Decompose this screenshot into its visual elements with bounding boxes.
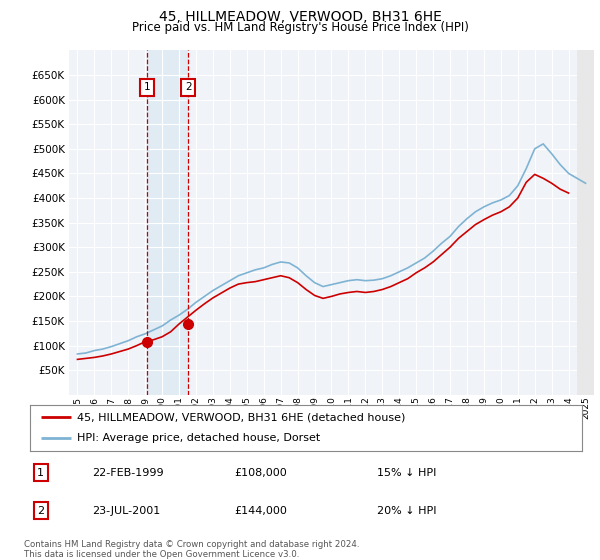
- Text: 20% ↓ HPI: 20% ↓ HPI: [377, 506, 437, 516]
- Text: 45, HILLMEADOW, VERWOOD, BH31 6HE: 45, HILLMEADOW, VERWOOD, BH31 6HE: [158, 10, 442, 24]
- Text: 2: 2: [185, 82, 192, 92]
- Text: 1: 1: [37, 468, 44, 478]
- Text: 15% ↓ HPI: 15% ↓ HPI: [377, 468, 436, 478]
- Text: 22-FEB-1999: 22-FEB-1999: [92, 468, 164, 478]
- Text: £108,000: £108,000: [235, 468, 287, 478]
- Text: 2: 2: [37, 506, 44, 516]
- Text: Contains HM Land Registry data © Crown copyright and database right 2024.
This d: Contains HM Land Registry data © Crown c…: [24, 540, 359, 559]
- Text: 45, HILLMEADOW, VERWOOD, BH31 6HE (detached house): 45, HILLMEADOW, VERWOOD, BH31 6HE (detac…: [77, 412, 405, 422]
- Bar: [577, 50, 594, 395]
- Bar: [148, 50, 188, 395]
- Text: 1: 1: [144, 82, 151, 92]
- Text: £144,000: £144,000: [235, 506, 287, 516]
- Text: 23-JUL-2001: 23-JUL-2001: [92, 506, 160, 516]
- Text: Price paid vs. HM Land Registry's House Price Index (HPI): Price paid vs. HM Land Registry's House …: [131, 21, 469, 34]
- Text: HPI: Average price, detached house, Dorset: HPI: Average price, detached house, Dors…: [77, 433, 320, 444]
